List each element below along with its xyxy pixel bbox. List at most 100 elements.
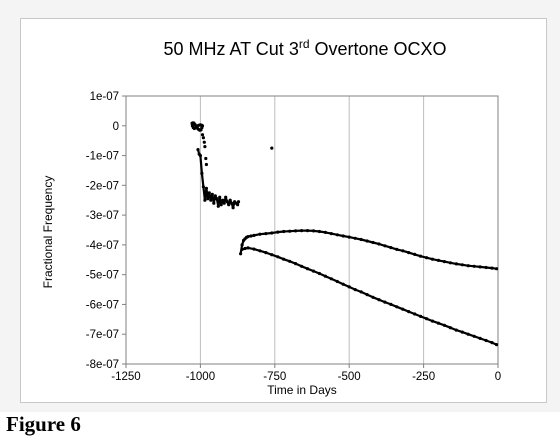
data-point [490,341,494,345]
data-point [246,235,250,239]
data-point [419,314,423,318]
data-point [228,198,232,202]
data-point [323,274,327,278]
data-point [377,242,381,246]
data-point [276,230,280,234]
chart: 50 MHz AT Cut 3rd Overtone OCXO -1250 -10… [41,37,501,397]
y-tick-label: -2e-07 [86,180,119,192]
data-point [204,162,208,167]
data-point [448,326,452,330]
data-point [395,305,399,309]
data-point [305,229,310,233]
data-point [329,277,333,281]
data-point [425,256,429,260]
chart-title-rest: Overtone OCXO [310,39,447,59]
data-series-5 [200,133,274,167]
y-tick-label: 1e-07 [90,91,119,103]
data-point [203,198,207,202]
data-point [353,288,357,292]
data-point [207,191,211,195]
data-point [413,252,417,256]
data-point [224,195,228,199]
data-point [252,233,256,237]
data-point [282,229,286,234]
data-point [448,261,452,265]
data-series-3 [239,229,499,271]
data-point [190,124,194,128]
data-point [218,195,222,199]
figure-caption: Figure 6 [6,412,81,436]
data-point [264,251,268,255]
data-point [407,251,411,255]
data-point [200,133,205,137]
chart-title: 50 MHz AT Cut 3rd Overtone OCXO [163,37,446,59]
data-point [252,247,256,251]
data-point [204,186,208,190]
x-tick-label: -1250 [111,371,140,383]
data-point [221,198,225,202]
data-point [231,206,235,210]
data-point [329,232,333,236]
data-point [288,259,292,263]
data-point [371,295,375,299]
y-tick-label: -5e-07 [86,270,119,282]
data-point [383,244,387,248]
data-point [219,203,223,207]
data-point [294,262,298,266]
data-point [419,254,423,258]
y-tick-label: -3e-07 [86,210,119,222]
data-point [478,336,482,340]
data-point [212,201,216,205]
data-point [270,253,274,257]
data-point [371,240,375,245]
data-point [490,266,494,270]
data-point [359,237,363,242]
data-point [442,323,446,327]
data-point [294,229,298,233]
data-point [317,271,321,276]
data-point [300,264,304,268]
data-point [454,262,458,266]
data-point [282,257,286,261]
data-point [323,230,327,234]
x-tick-label: -1000 [186,371,215,383]
data-point [347,235,351,239]
data-point [383,300,387,304]
data-point [206,197,210,201]
data-point [270,146,274,150]
x-tick-label: -750 [263,371,286,383]
data-point [198,154,202,158]
x-tick-label: -250 [412,371,435,383]
data-point [225,200,229,204]
data-point [201,136,205,140]
data-point [204,156,208,161]
axis-ticks: -1250 -1000 -750 -500 -250 0 1e-07 0 -1e-07 -2e-0… [86,91,501,383]
data-point [472,334,476,338]
data-point [240,243,244,247]
data-point [227,203,231,207]
data-point [249,234,253,238]
data-point [430,257,435,261]
data-point [236,200,241,204]
data-point [311,229,316,233]
data-trace [239,229,497,270]
data-point [436,321,441,325]
data-point [472,264,476,268]
y-tick-label: -4e-07 [86,240,119,252]
data-point [377,298,381,302]
y-tick-label: -6e-07 [86,299,119,311]
data-point [389,302,393,306]
data-point [216,204,220,208]
x-tick-label: -500 [338,371,361,383]
data-point [454,328,458,332]
y-tick-label: 0 [113,121,119,133]
data-point [494,267,499,271]
x-tick-label: 0 [495,371,501,383]
data-point [239,252,243,256]
data-point [209,198,213,202]
chart-frame [20,18,547,403]
data-point [347,285,351,289]
data-series-2 [196,148,241,210]
plot-area [125,95,499,365]
data-point [276,255,280,259]
